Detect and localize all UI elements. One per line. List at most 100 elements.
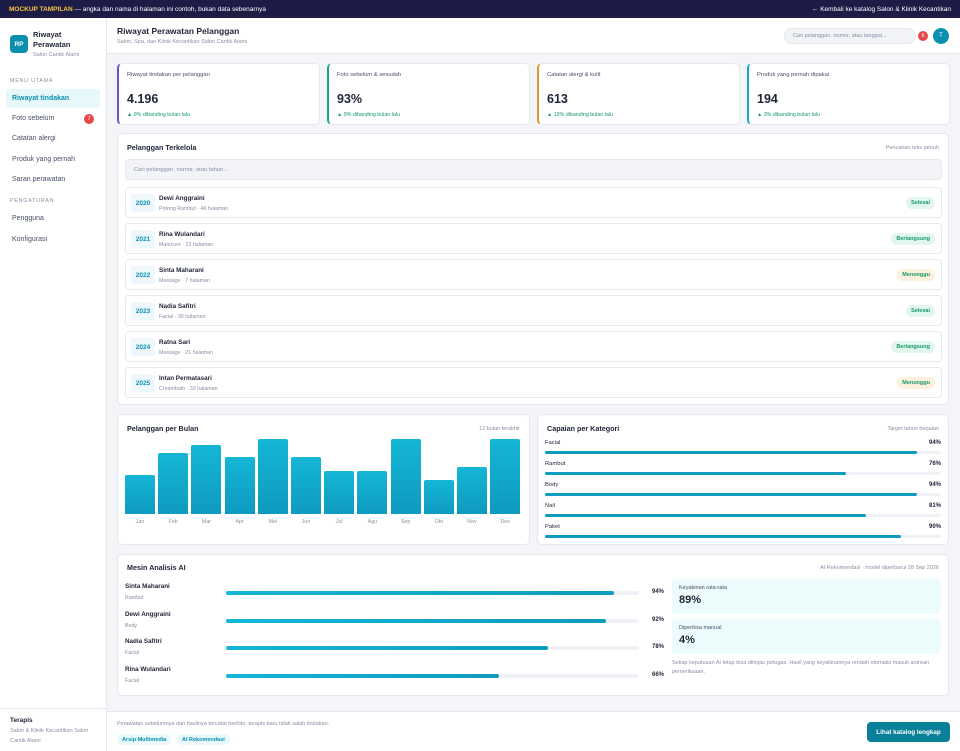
mockup-tag: MOCKUP TAMPILAN — [9, 5, 73, 13]
sidebar-item-saran-perawatan[interactable]: Saran perawatan — [6, 170, 100, 189]
status-badge: Selesai — [906, 197, 935, 209]
sidebar-item-foto-sebelum[interactable]: Foto sebelum 7 — [6, 109, 100, 128]
ai-customer-category: Facial — [125, 678, 140, 685]
ai-customer-name: Nadia Safitri — [125, 638, 162, 646]
footer-chip-ai[interactable]: AI Rekomendasi — [177, 734, 230, 745]
bar-jun[interactable] — [291, 457, 321, 514]
ai-percent: 92% — [651, 616, 664, 623]
ai-customer-name: Dewi Anggraini — [125, 610, 171, 618]
table-row[interactable]: 2022 Sinta Maharani Massage · 7 halaman Men… — [125, 259, 942, 290]
stat-card-riwayat: Riwayat tindakan per pelanggan 4.196 ▲ 9… — [117, 63, 320, 125]
notification-badge[interactable]: 6 — [918, 31, 928, 41]
stat-label: Produk yang pernah dipakai — [757, 72, 830, 78]
stat-delta: ▲ 9% dibanding bulan lalu — [337, 112, 400, 118]
category-fill — [545, 451, 918, 454]
mockup-text: — angka dan nama di halaman ini contoh, … — [74, 5, 267, 13]
month-label: Jun — [301, 519, 311, 525]
stat-label: Foto sebelum & sesudah — [337, 72, 402, 78]
bar-nov[interactable] — [457, 466, 487, 514]
row-name: Nadia Safitri — [159, 303, 196, 310]
manual-value: 4% — [679, 634, 695, 646]
category-percent: 90% — [928, 524, 941, 530]
brand-subtitle: Salon Cantik Alami — [33, 52, 80, 58]
row-meta: Facial · 30 halaman — [159, 314, 206, 320]
ai-customer-name: Rina Wulandari — [125, 666, 171, 674]
bar-sep[interactable] — [390, 439, 421, 514]
ai-fill — [226, 591, 615, 595]
status-badge: Berlangsung — [891, 341, 935, 353]
brand: RP Riwayat Perawatan Salon Cantik Alami — [10, 30, 83, 58]
stat-delta: ▲ 13% dibanding bulan lalu — [547, 112, 613, 118]
ai-percent: 94% — [651, 589, 664, 595]
row-year: 2021 — [131, 230, 155, 248]
avatar[interactable]: T — [933, 28, 949, 44]
page-footer: Perawatan sebelumnya dan hasilnya tercat… — [107, 711, 960, 751]
bar-des[interactable] — [490, 439, 521, 514]
bar-agu[interactable] — [357, 471, 388, 514]
bar-jul[interactable] — [324, 471, 355, 514]
footer-text: Perawatan sebelumnya dan hasilnya tercat… — [117, 721, 330, 727]
category-percent: 76% — [928, 461, 941, 467]
month-label: Jul — [335, 519, 343, 525]
ai-fill — [226, 674, 499, 679]
table-row[interactable]: 2025 Intan Permatasari Creambath · 33 hala… — [125, 367, 942, 398]
customers-note: Pencarian teks penuh — [885, 145, 939, 151]
stat-delta: ▲ 3% dibanding bulan lalu — [757, 112, 820, 118]
bar-okt[interactable] — [423, 479, 454, 514]
sidebar: RP Riwayat Perawatan Salon Cantik Alami … — [0, 18, 107, 751]
row-meta: Massage · 7 halaman — [159, 278, 210, 284]
view-catalog-button[interactable]: Lihat katalog lengkap — [867, 722, 950, 742]
sidebar-footer-subtitle: Salon & Klinik Kecantikan Salon Cantik A… — [10, 728, 89, 744]
sidebar-item-label: Saran perawatan — [12, 176, 66, 183]
sidebar-item-label: Riwayat tindakan — [12, 95, 70, 102]
chart-note: 12 bulan terakhir — [479, 426, 520, 432]
sidebar-item-label: Catatan alergi — [12, 135, 56, 142]
row-name: Intan Permatasari — [159, 375, 212, 382]
customers-title: Pelanggan Terkelola — [127, 143, 197, 152]
sidebar-item-label: Konfigurasi — [12, 236, 48, 243]
sidebar-footer-title: Terapis — [10, 717, 33, 724]
brand-title: Riwayat Perawatan — [33, 30, 71, 49]
stat-label: Catatan alergi & kulit — [547, 72, 601, 78]
mockup-notice: MOCKUP TAMPILAN — angka dan nama di hala… — [9, 6, 266, 13]
bar-mar[interactable] — [191, 445, 222, 514]
section-label-main: MENU UTAMA — [10, 78, 54, 84]
stat-delta: ▲ 9% dibanding bulan lalu — [127, 112, 190, 118]
footer-chip-arsip[interactable]: Arsip Multimedia — [117, 734, 172, 745]
ai-customer-category: Rambut — [125, 595, 144, 601]
stat-card-foto: Foto sebelum & sesudah 93% ▲ 9% dibandin… — [327, 63, 530, 125]
bar-mei[interactable] — [257, 439, 288, 514]
row-name: Rina Wulandari — [159, 231, 205, 238]
sidebar-footer: Terapis Salon & Klinik Kecantikan Salon … — [0, 708, 107, 751]
category-fill — [545, 514, 866, 517]
section-label-settings: PENGATURAN — [10, 198, 55, 204]
table-row[interactable]: 2023 Nadia Safitri Facial · 30 halaman Sele… — [125, 295, 942, 326]
month-label: Mei — [268, 519, 278, 525]
sidebar-item-konfigurasi[interactable]: Konfigurasi — [6, 230, 100, 249]
table-row[interactable]: 2024 Ratna Sari Massage · 21 halaman Berlan… — [125, 331, 942, 362]
stat-card-alergi: Catatan alergi & kulit 613 ▲ 13% dibandi… — [537, 63, 740, 125]
table-row[interactable]: 2021 Rina Wulandari Manicure · 23 halaman B… — [125, 223, 942, 254]
page-subtitle: Salon, Spa, dan Klinik Kecantikan Salon … — [117, 39, 248, 45]
ai-customer-name: Sinta Maharani — [125, 583, 170, 590]
category-title: Capaian per Kategori — [547, 424, 620, 433]
customer-search-input[interactable]: Cari pelanggan, nomor, atau tahun... — [125, 159, 942, 180]
sidebar-item-produk[interactable]: Produk yang pernah — [6, 150, 100, 169]
category-fill — [545, 493, 918, 496]
sidebar-item-catatan-alergi[interactable]: Catatan alergi — [6, 129, 100, 148]
bar-jan[interactable] — [125, 475, 155, 514]
category-name: Nail — [545, 503, 555, 509]
stat-value: 194 — [757, 92, 778, 106]
back-to-catalog-link[interactable]: ← Kembali ke katalog Salon & Klinik Keca… — [811, 5, 951, 13]
sidebar-item-riwayat-tindakan[interactable]: Riwayat tindakan — [6, 89, 100, 108]
bar-apr[interactable] — [224, 457, 255, 514]
category-name: Body — [545, 482, 559, 488]
bar-feb[interactable] — [158, 452, 189, 514]
row-meta: Massage · 21 halaman — [159, 350, 213, 356]
stat-value: 613 — [547, 92, 568, 106]
table-row[interactable]: 2020 Dewi Anggraini Potong Rambut · 46 hal… — [125, 187, 942, 218]
mockup-banner: MOCKUP TAMPILAN — angka dan nama di hala… — [0, 0, 960, 18]
header-search-input[interactable]: Cari pelanggan, nomor, atau tanggal... — [784, 28, 916, 44]
stat-value: 4.196 — [127, 92, 159, 106]
sidebar-item-pengguna[interactable]: Pengguna — [6, 209, 100, 228]
